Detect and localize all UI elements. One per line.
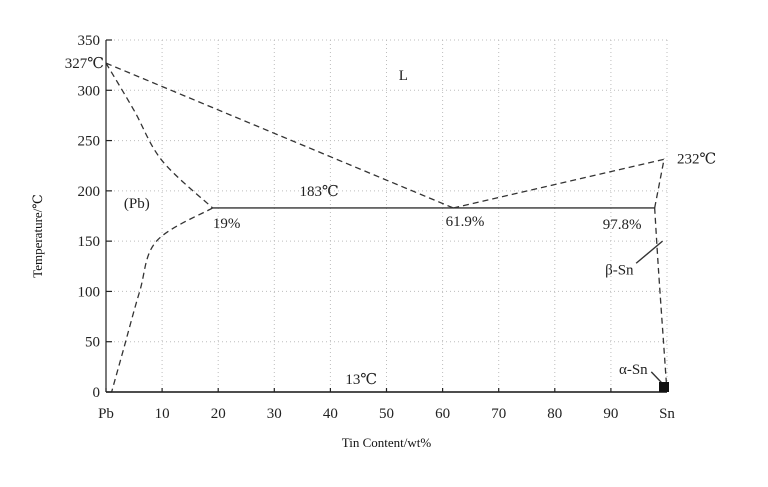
x-tick-label-2: 20: [211, 406, 226, 422]
phase-boundary-5: [654, 158, 665, 209]
x-tick-label-6: 60: [435, 406, 450, 422]
annotation-10: 13℃: [345, 372, 377, 388]
phase-boundary-0: [105, 62, 454, 209]
phase-boundary-3: [110, 207, 213, 393]
annotation-7: 97.8%: [603, 217, 642, 233]
y-tick-label-2: 100: [78, 284, 101, 300]
y-tick-label-0: 0: [93, 385, 101, 401]
x-tick-label-1: 10: [155, 406, 170, 422]
annotation-5: 19%: [213, 216, 241, 232]
y-tick-label-1: 50: [85, 335, 100, 351]
y-tick-labels: 0 50 100 150 200 250 300 350: [78, 33, 101, 401]
x-tick-label-5: 50: [379, 406, 394, 422]
annotation-6: 61.9%: [446, 214, 485, 230]
y-tick-label-5: 250: [78, 134, 101, 150]
x-tick-label-10: Sn: [659, 406, 675, 422]
y-tick-label-3: 150: [78, 234, 101, 250]
y-axis-label: Temperature/℃: [30, 194, 45, 278]
annotations: 327℃ L 232℃ (Pb) 183℃ 19% 61.9% 97.8% β-Sn α-Sn 13…: [65, 56, 717, 388]
x-tick-labels: Pb 10 20 30 40 50 60 70 80 90 Sn: [98, 406, 675, 422]
y-tick-label-6: 300: [78, 83, 101, 99]
x-tick-label-4: 40: [323, 406, 338, 422]
phase-boundary-6: [654, 207, 668, 393]
annotation-9: α-Sn: [619, 362, 648, 378]
axes: [105, 39, 668, 393]
x-axis-label: Tin Content/wt%: [342, 435, 432, 450]
annotation-3: (Pb): [124, 196, 150, 212]
y-tick-label-7: 350: [78, 33, 101, 49]
x-tick-label-3: 30: [267, 406, 282, 422]
y-tick-label-4: 200: [78, 184, 101, 200]
x-tick-label-0: Pb: [98, 406, 114, 422]
x-tick-label-9: 90: [603, 406, 618, 422]
phase-boundary-1: [453, 158, 668, 209]
grid: [105, 39, 668, 393]
annotation-2: 232℃: [677, 152, 716, 168]
x-tick-label-7: 70: [491, 406, 506, 422]
annotation-1: L: [399, 68, 408, 84]
alpha-sn-marker: [659, 382, 669, 392]
annotation-0: 327℃: [65, 56, 104, 72]
beta-sn-leader: [635, 240, 663, 264]
x-tick-label-8: 80: [547, 406, 562, 422]
phase-boundary-2: [105, 62, 214, 209]
annotation-8: β-Sn: [605, 262, 634, 278]
annotation-4: 183℃: [300, 184, 339, 200]
